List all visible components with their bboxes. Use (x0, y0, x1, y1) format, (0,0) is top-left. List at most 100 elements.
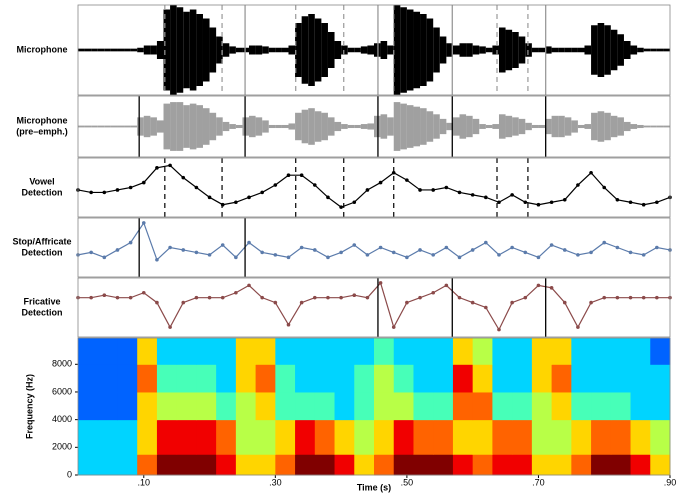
spectrogram-cell (275, 454, 296, 476)
spectrogram-cell (413, 454, 434, 476)
detection-point (194, 295, 199, 300)
waveform-segment (571, 120, 578, 133)
waveform-segment (630, 45, 638, 55)
waveform-segment (571, 47, 578, 53)
spectrogram-cell (137, 419, 158, 455)
spectrogram-cell (275, 338, 296, 365)
spectrogram-cell (137, 338, 158, 365)
detection-point (89, 190, 93, 195)
waveform-segment (104, 48, 111, 52)
detection-point (299, 173, 304, 178)
spectrogram-cell (492, 454, 513, 476)
waveform-segment (406, 105, 414, 148)
waveform-segment (176, 7, 184, 93)
detection-point (523, 295, 528, 300)
waveform-segment (295, 112, 302, 141)
detection-point (89, 250, 93, 255)
waveform-segment (525, 122, 532, 131)
waveform-segment (591, 112, 598, 141)
waveform-segment (209, 112, 217, 141)
spectrogram-cell (512, 391, 533, 421)
detection-point (247, 240, 251, 245)
spectrogram-cell (492, 391, 513, 421)
waveform-segment (137, 117, 144, 136)
waveform-segment (255, 45, 263, 55)
spectrogram-cell (78, 338, 99, 365)
detection-point (484, 305, 488, 310)
waveform-segment (196, 105, 203, 148)
detection-point (352, 293, 357, 298)
spectrogram-cell (295, 419, 316, 455)
waveform-segment (393, 5, 401, 95)
spectrogram-cell (314, 391, 336, 421)
waveform-segment (656, 125, 664, 128)
detection-point (418, 188, 422, 192)
detection-point (155, 166, 159, 170)
spectrogram-cell (275, 364, 296, 393)
waveform-segment (249, 115, 256, 138)
detection-point (405, 255, 409, 260)
spectrogram-cell (354, 419, 375, 455)
detection-point (247, 195, 251, 200)
y-tick-label: 6000 (52, 386, 72, 396)
detection-point (602, 240, 607, 245)
spectrogram-cell (452, 391, 474, 421)
spectrogram-cell (295, 338, 316, 365)
waveform-segment (498, 27, 506, 73)
waveform-segment (637, 124, 644, 129)
waveform-segment (545, 46, 552, 54)
spectrogram-cell (216, 338, 237, 365)
spectrogram-cell (255, 364, 276, 393)
spectrogram-cell (235, 364, 257, 393)
waveform-segment (577, 47, 585, 53)
waveform-segment (400, 103, 407, 150)
spectrogram-cell (78, 419, 99, 455)
waveform-segment (531, 47, 539, 53)
detection-point (313, 183, 317, 187)
waveform-segment (176, 102, 184, 151)
detection-point (365, 188, 370, 192)
spectrogram-cell (472, 419, 493, 455)
waveform-segment (354, 47, 361, 53)
spectrogram-cell (196, 338, 217, 365)
waveform-segment (446, 122, 453, 131)
detection-point (405, 300, 409, 305)
detection-point (444, 245, 449, 250)
waveform-segment (327, 117, 335, 136)
detection-point (418, 295, 422, 300)
waveform-segment (229, 124, 236, 129)
detection-point (194, 250, 199, 255)
spectrogram-cell (334, 391, 355, 421)
waveform-segment (281, 124, 289, 129)
waveform-segment (479, 46, 486, 54)
spectrogram-cell (117, 338, 138, 365)
detection-point (168, 325, 172, 329)
detection-point (641, 253, 646, 257)
waveform-segment (314, 111, 322, 142)
spectrogram-cell (433, 338, 454, 365)
waveform-segment (334, 121, 342, 132)
spectrogram-cell (472, 454, 493, 476)
spectrogram-cell (650, 364, 671, 393)
spectrogram-cell (610, 454, 632, 476)
waveform-segment (202, 108, 210, 145)
spectrogram-cell (97, 419, 118, 455)
spectrogram-cell (433, 419, 454, 455)
waveform-segment (354, 124, 361, 129)
spectrogram-cell (255, 391, 276, 421)
spectrogram-cell (531, 419, 553, 455)
detection-point (181, 248, 186, 252)
waveform-segment (393, 102, 401, 151)
spectrogram-cell (216, 364, 237, 393)
spectrogram-cell (137, 454, 158, 476)
detection-point (273, 253, 278, 257)
waveform-segment (617, 117, 624, 136)
waveform-segment (97, 48, 105, 52)
spectrogram-cell (551, 454, 572, 476)
detection-point (457, 295, 462, 300)
y-tick-label: 4000 (52, 414, 72, 424)
waveform-segment (597, 111, 605, 142)
waveform-segment (551, 115, 559, 138)
detection-point (497, 200, 501, 205)
spectrogram-cell (472, 364, 493, 393)
